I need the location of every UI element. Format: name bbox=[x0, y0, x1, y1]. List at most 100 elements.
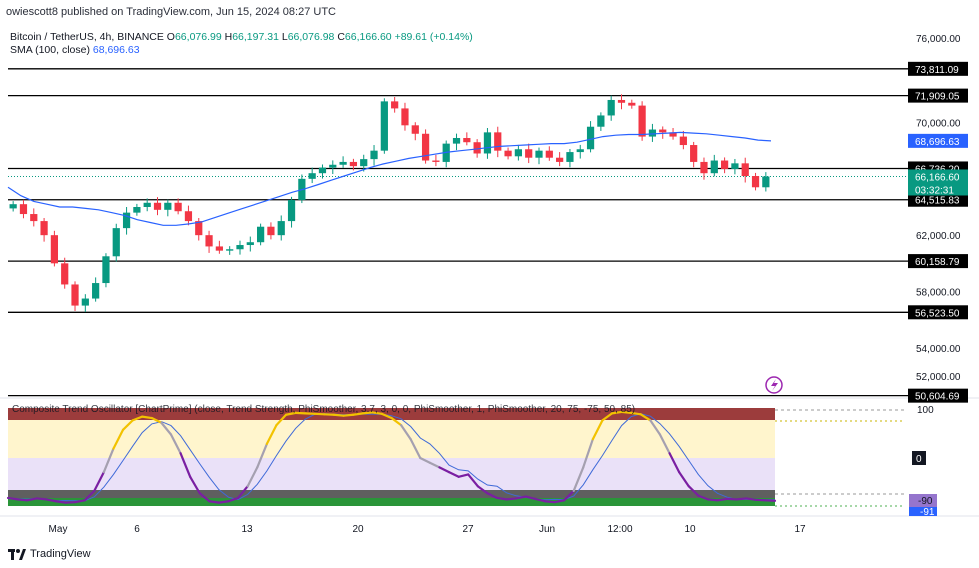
candle-body bbox=[329, 164, 337, 168]
candle-body bbox=[566, 152, 574, 162]
oscillator bbox=[6, 410, 777, 504]
sma-price-tag-label: 68,696.63 bbox=[915, 137, 960, 148]
oscillator-segment bbox=[35, 497, 48, 501]
oscillator-segment bbox=[476, 485, 489, 495]
oscillator-segment bbox=[620, 410, 633, 414]
price-price-tag-bg bbox=[908, 169, 968, 196]
candle-body bbox=[205, 235, 213, 247]
oscillator-segment bbox=[515, 495, 527, 500]
oscillator-segment bbox=[610, 410, 623, 415]
time-axis-label: 10 bbox=[684, 524, 696, 535]
candle-body bbox=[720, 160, 729, 169]
oscillator-segment bbox=[16, 498, 29, 502]
symbol-name[interactable]: Bitcoin / TetherUS, 4h, BINANCE bbox=[10, 31, 164, 43]
oscillator-segment bbox=[112, 428, 125, 450]
sma-label[interactable]: SMA (100, close) bbox=[10, 44, 90, 56]
candle-body bbox=[102, 256, 110, 284]
chart-legend: Bitcoin / TetherUS, 4h, BINANCE O66,076.… bbox=[10, 31, 473, 57]
candle-body bbox=[586, 126, 595, 150]
level-tag-bg bbox=[908, 192, 968, 207]
candle-body bbox=[628, 102, 636, 106]
oscillator-segment bbox=[409, 438, 422, 460]
osc-minus90-tag-bg bbox=[909, 494, 937, 507]
osc-band-green bbox=[8, 498, 775, 506]
oscillator-segment bbox=[716, 497, 729, 502]
oscillator-segment bbox=[687, 485, 700, 497]
candle-body bbox=[762, 176, 770, 188]
candle-body bbox=[9, 204, 17, 209]
oscillator-segment bbox=[562, 489, 575, 502]
oscillator-segment bbox=[371, 411, 384, 415]
oscillator-segment bbox=[630, 411, 642, 416]
candle-body bbox=[514, 149, 522, 157]
oscillator-segment bbox=[169, 433, 182, 455]
oscillator-bands bbox=[8, 408, 775, 506]
candle-body bbox=[741, 163, 749, 177]
osc-band-yellow bbox=[8, 420, 775, 458]
oscillator-segment bbox=[237, 485, 249, 500]
oscillator-segment bbox=[361, 411, 374, 415]
candle-body bbox=[133, 207, 141, 213]
oscillator-segment bbox=[543, 500, 556, 504]
candle-body bbox=[556, 157, 564, 162]
oscillator-segment bbox=[390, 416, 403, 427]
oscillator-segment bbox=[198, 492, 211, 503]
oscillator-segment bbox=[428, 461, 441, 469]
oscillator-segment bbox=[467, 473, 479, 488]
candle-body bbox=[236, 245, 244, 250]
oscillator-segment bbox=[102, 447, 115, 474]
candle-body bbox=[81, 298, 89, 306]
oscillator-segment bbox=[380, 412, 393, 420]
osc-band-bottom-dark bbox=[8, 490, 775, 498]
footer-brand: TradingView bbox=[30, 548, 91, 560]
oscillator-segment bbox=[160, 421, 173, 436]
oscillator-segment bbox=[495, 496, 508, 501]
price-tags: 68,696.63 66,166.60 03:32:31 bbox=[908, 133, 968, 196]
oscillator-title[interactable]: Composite Trend Oscillator [ChartPrime] … bbox=[12, 404, 636, 415]
candle-body bbox=[226, 249, 234, 251]
candle-body bbox=[40, 221, 48, 236]
time-axis-label: 6 bbox=[134, 524, 140, 535]
candle-body bbox=[473, 142, 481, 154]
low-value: 66,076.98 bbox=[287, 31, 335, 43]
oscillator-segment bbox=[54, 500, 67, 504]
candle-body bbox=[751, 176, 760, 188]
candle-body bbox=[525, 149, 533, 158]
candle-body bbox=[277, 221, 285, 236]
price-axis-label: 58,000.00 bbox=[916, 288, 961, 299]
candle-body bbox=[153, 202, 162, 210]
candle-body bbox=[638, 105, 646, 137]
price-axis-label: 76,000.00 bbox=[916, 34, 961, 45]
lightning-icon[interactable] bbox=[765, 376, 783, 394]
oscillator-segment bbox=[697, 494, 709, 501]
oscillator-segment bbox=[141, 415, 153, 420]
symbol-legend-row: Bitcoin / TetherUS, 4h, BINANCE O66,076.… bbox=[10, 31, 473, 44]
oscillator-segment bbox=[639, 413, 652, 422]
oscillator-segment bbox=[534, 497, 547, 503]
high-value: 66,197.31 bbox=[232, 31, 279, 43]
candle-body bbox=[308, 173, 316, 179]
low-label: L bbox=[281, 31, 288, 43]
candle-body bbox=[360, 159, 368, 167]
candle-body bbox=[370, 150, 378, 160]
time-axis-label: Jun bbox=[539, 524, 555, 535]
candle-body bbox=[267, 226, 275, 236]
candle-body bbox=[50, 235, 59, 264]
candle-body bbox=[195, 221, 203, 236]
price-axis-label: 52,000.00 bbox=[916, 372, 961, 383]
support-resistance-levels: 73,811.0971,909.0566,736.2064,515.8360,1… bbox=[8, 61, 968, 403]
candle-body bbox=[504, 150, 512, 157]
level-tag-bg bbox=[908, 254, 968, 269]
oscillator-segment bbox=[658, 433, 671, 455]
candle-body bbox=[617, 99, 626, 103]
osc-minus91-tag-bg bbox=[909, 507, 937, 516]
oscillator-segment bbox=[505, 497, 518, 501]
candle-body bbox=[463, 137, 471, 143]
oscillator-segment bbox=[45, 498, 58, 503]
level-tag-bg bbox=[908, 388, 968, 403]
osc-band-purple bbox=[8, 458, 775, 490]
price-axis-label: 62,000.00 bbox=[916, 231, 961, 242]
level-tag-label: 73,811.09 bbox=[915, 65, 959, 76]
oscillator-segment bbox=[457, 473, 470, 478]
